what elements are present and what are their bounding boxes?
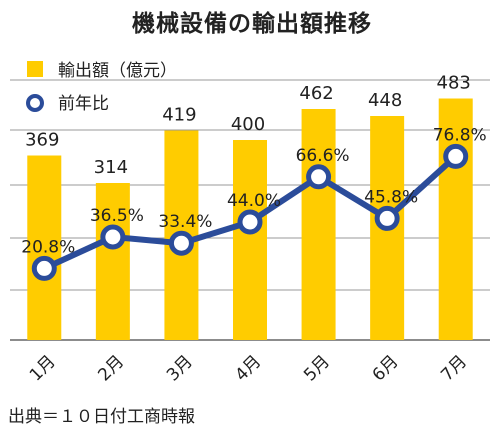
- x-axis-ticks: 1月 2月 3月 4月 5月 6月 7月: [26, 352, 471, 386]
- growth-value-label: 66.6%: [296, 146, 350, 166]
- line-marker: [374, 205, 400, 231]
- bar-1月: [27, 155, 62, 340]
- bar-value-label: 400: [231, 114, 265, 135]
- bar-value-label: 419: [162, 105, 196, 126]
- legend-line-marker: [26, 94, 44, 112]
- bar-value-label: 314: [94, 157, 128, 178]
- x-tick-label: 7月: [437, 352, 471, 386]
- growth-value-label: 33.4%: [158, 212, 212, 232]
- bar-value-label: 369: [25, 130, 59, 151]
- bar-4月: [233, 140, 267, 340]
- x-tick-label: 5月: [300, 352, 334, 386]
- bars: [27, 98, 473, 340]
- legend-bar-label: 輸出額（億元）: [58, 61, 177, 81]
- legend-line-label: 前年比: [58, 94, 109, 114]
- x-tick-label: 4月: [232, 352, 266, 386]
- chart-title: 機械設備の輸出額推移: [132, 11, 372, 37]
- bar-7月: [438, 98, 473, 340]
- legend-bar-swatch: [27, 61, 43, 77]
- x-tick-label: 2月: [94, 352, 128, 386]
- source-note: 出典＝１０日付工商時報: [8, 407, 195, 427]
- bar-value-label: 448: [368, 90, 402, 111]
- x-tick-label: 6月: [369, 352, 403, 386]
- line-marker: [168, 230, 194, 256]
- line-marker: [100, 224, 126, 250]
- growth-value-label: 20.8%: [21, 237, 75, 257]
- line-marker: [306, 164, 332, 190]
- growth-value-label: 44.0%: [227, 191, 281, 211]
- growth-line: [31, 143, 469, 281]
- growth-value-label: 45.8%: [364, 187, 418, 207]
- line-marker: [443, 143, 469, 169]
- line-marker: [237, 209, 263, 235]
- x-tick-label: 3月: [163, 352, 197, 386]
- data-labels: 369 314 419 400 462 448 483 20.8% 36.5% 33.4% 44.0…: [21, 73, 486, 258]
- growth-value-label: 36.5%: [90, 206, 144, 226]
- legend: 輸出額（億元） 前年比: [26, 61, 177, 114]
- x-tick-label: 1月: [26, 352, 60, 386]
- bar-5月: [301, 109, 336, 340]
- growth-value-label: 76.8%: [433, 125, 487, 145]
- bar-value-label: 462: [299, 83, 333, 104]
- bar-value-label: 483: [437, 73, 471, 94]
- bar-2月: [95, 183, 130, 340]
- line-marker: [31, 255, 57, 281]
